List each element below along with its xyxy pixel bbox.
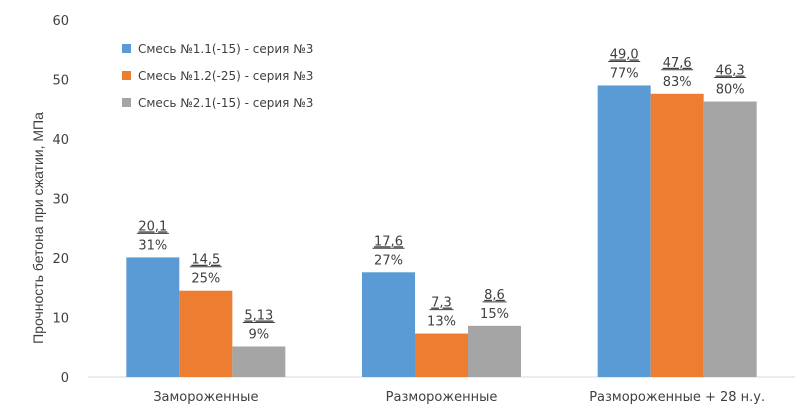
y-tick-label: 10 xyxy=(52,312,69,327)
y-tick-label: 20 xyxy=(52,252,69,267)
bar xyxy=(468,325,521,377)
bar-value-label: 46,3 xyxy=(716,64,745,79)
bar-value-label: 7,3 xyxy=(431,296,452,311)
bar xyxy=(362,272,415,377)
bar-percent-label: 27% xyxy=(374,253,403,268)
bar xyxy=(703,101,757,377)
legend-swatch xyxy=(122,71,131,80)
bar xyxy=(415,333,468,377)
bar-percent-label: 15% xyxy=(480,307,509,322)
y-tick-label: 0 xyxy=(61,371,69,386)
bar xyxy=(650,93,704,377)
bar-percent-label: 13% xyxy=(427,315,456,330)
bar-value-label: 8,6 xyxy=(484,288,505,303)
x-category-label: Размороженные + 28 н.у. xyxy=(589,390,765,405)
bar-value-label: 14,5 xyxy=(191,253,220,268)
bar xyxy=(179,290,233,377)
legend-label: Смесь №2.1(-15) - серия №3 xyxy=(138,96,313,110)
bar xyxy=(597,85,651,377)
bar-value-label: 47,6 xyxy=(663,56,692,71)
y-tick-label: 30 xyxy=(52,193,69,208)
x-category-label: Размороженные xyxy=(386,390,498,405)
bar-percent-label: 25% xyxy=(191,272,220,287)
y-tick-label: 50 xyxy=(52,74,69,89)
legend-swatch xyxy=(122,98,131,107)
bar-percent-label: 83% xyxy=(663,75,692,90)
bar-value-label: 20,1 xyxy=(138,219,167,234)
y-axis-label: Прочность бетона при сжатии, МПа xyxy=(30,112,46,344)
bar-value-label: 5,13 xyxy=(244,308,273,323)
bar xyxy=(232,346,286,377)
bar-percent-label: 80% xyxy=(716,83,745,98)
y-tick-label: 60 xyxy=(52,14,69,29)
legend-label: Смесь №1.1(-15) - серия №3 xyxy=(138,42,313,56)
bar-percent-label: 9% xyxy=(249,327,270,342)
bar xyxy=(126,257,180,377)
legend-label: Смесь №1.2(-25) - серия №3 xyxy=(138,69,313,83)
bar-value-label: 17,6 xyxy=(374,234,403,249)
x-category-label: Замороженные xyxy=(153,390,258,405)
y-tick-label: 40 xyxy=(52,133,69,148)
legend-swatch xyxy=(122,44,131,53)
bar-value-label: 49,0 xyxy=(610,47,639,62)
bar-percent-label: 31% xyxy=(138,238,167,253)
bar-percent-label: 77% xyxy=(610,66,639,81)
